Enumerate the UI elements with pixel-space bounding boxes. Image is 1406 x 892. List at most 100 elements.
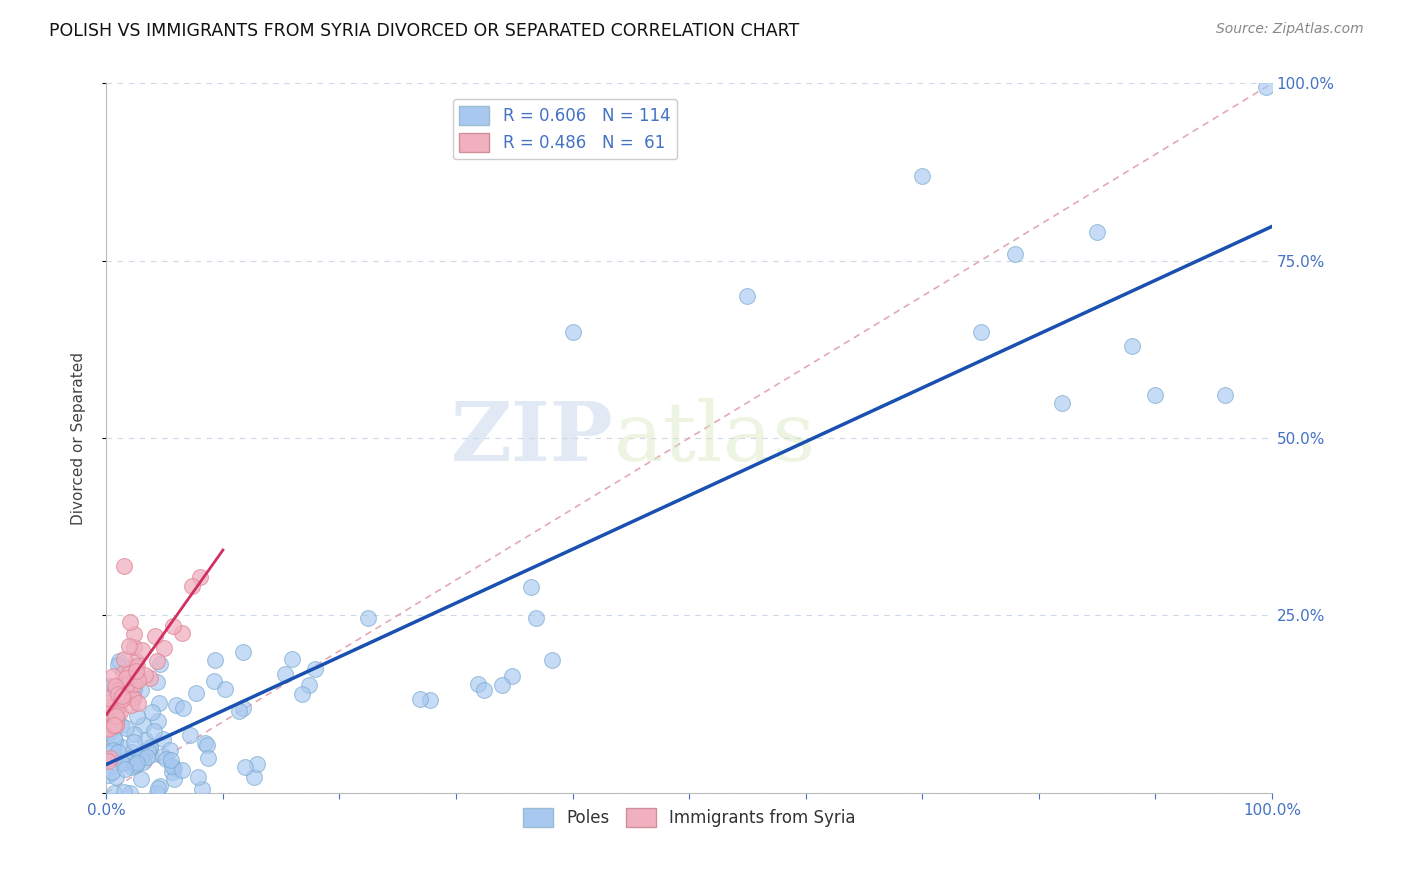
Point: [103, 718, 125, 732]
Point: [111, 692, 134, 706]
Point: [197, 750, 219, 764]
Point: [122, 727, 145, 741]
Point: [202, 674, 225, 689]
Point: [149, 779, 172, 793]
Point: [141, 706, 163, 720]
Point: [112, 558, 135, 573]
Point: [291, 687, 314, 701]
Point: [107, 657, 129, 672]
Point: [121, 751, 143, 765]
Legend: Poles, Immigrants from Syria: Poles, Immigrants from Syria: [516, 801, 862, 834]
Point: [298, 678, 321, 692]
Point: [115, 754, 138, 768]
Point: [105, 680, 128, 694]
Point: [112, 784, 135, 798]
Point: [98, 751, 121, 765]
Point: [103, 786, 125, 800]
Point: [124, 757, 146, 772]
Point: [184, 686, 207, 700]
Point: [160, 765, 183, 780]
Point: [357, 611, 380, 625]
Point: [97, 722, 120, 736]
Point: [118, 665, 141, 680]
Point: [281, 651, 304, 665]
Point: [138, 740, 160, 755]
Point: [104, 682, 127, 697]
Point: [107, 687, 129, 701]
Point: [165, 698, 187, 713]
Point: [125, 670, 148, 684]
Text: atlas: atlas: [613, 398, 815, 478]
Point: [1004, 246, 1026, 260]
Text: POLISH VS IMMIGRANTS FROM SYRIA DIVORCED OR SEPARATED CORRELATION CHART: POLISH VS IMMIGRANTS FROM SYRIA DIVORCED…: [49, 22, 800, 40]
Point: [911, 169, 934, 183]
Point: [139, 739, 162, 754]
Point: [194, 736, 217, 750]
Point: [122, 682, 145, 697]
Point: [107, 694, 129, 708]
Point: [561, 325, 583, 339]
Point: [117, 639, 139, 653]
Point: [96, 691, 118, 706]
Point: [104, 708, 127, 723]
Point: [117, 675, 139, 690]
Point: [122, 690, 145, 705]
Point: [103, 719, 125, 733]
Point: [112, 652, 135, 666]
Point: [152, 748, 174, 763]
Point: [97, 722, 120, 736]
Point: [118, 615, 141, 630]
Point: [107, 654, 129, 668]
Point: [195, 738, 218, 752]
Point: [114, 763, 136, 777]
Point: [148, 780, 170, 795]
Point: [124, 751, 146, 765]
Point: [159, 742, 181, 756]
Point: [148, 696, 170, 710]
Point: [172, 701, 194, 715]
Point: [121, 760, 143, 774]
Point: [111, 756, 134, 770]
Point: [143, 628, 166, 642]
Point: [520, 580, 543, 594]
Point: [146, 714, 169, 729]
Point: [138, 748, 160, 763]
Point: [97, 700, 120, 714]
Point: [127, 709, 149, 723]
Point: [127, 673, 149, 688]
Point: [145, 654, 167, 668]
Point: [139, 671, 162, 685]
Point: [97, 724, 120, 739]
Point: [179, 728, 201, 742]
Point: [541, 652, 564, 666]
Point: [233, 760, 256, 774]
Point: [243, 770, 266, 784]
Point: [188, 570, 211, 584]
Point: [104, 679, 127, 693]
Point: [97, 754, 120, 768]
Point: [1213, 388, 1236, 402]
Point: [129, 772, 152, 786]
Point: [101, 764, 124, 779]
Point: [228, 704, 250, 718]
Point: [146, 674, 169, 689]
Point: [129, 751, 152, 765]
Point: [409, 691, 432, 706]
Point: [100, 714, 122, 729]
Point: [142, 724, 165, 739]
Point: [115, 671, 138, 685]
Point: [163, 761, 186, 775]
Point: [104, 734, 127, 748]
Point: [146, 786, 169, 800]
Point: [501, 669, 523, 683]
Point: [170, 625, 193, 640]
Point: [138, 744, 160, 758]
Point: [1121, 339, 1143, 353]
Point: [124, 660, 146, 674]
Point: [120, 677, 142, 691]
Point: [125, 755, 148, 769]
Point: [101, 743, 124, 757]
Point: [214, 681, 236, 696]
Point: [159, 753, 181, 767]
Point: [148, 657, 170, 671]
